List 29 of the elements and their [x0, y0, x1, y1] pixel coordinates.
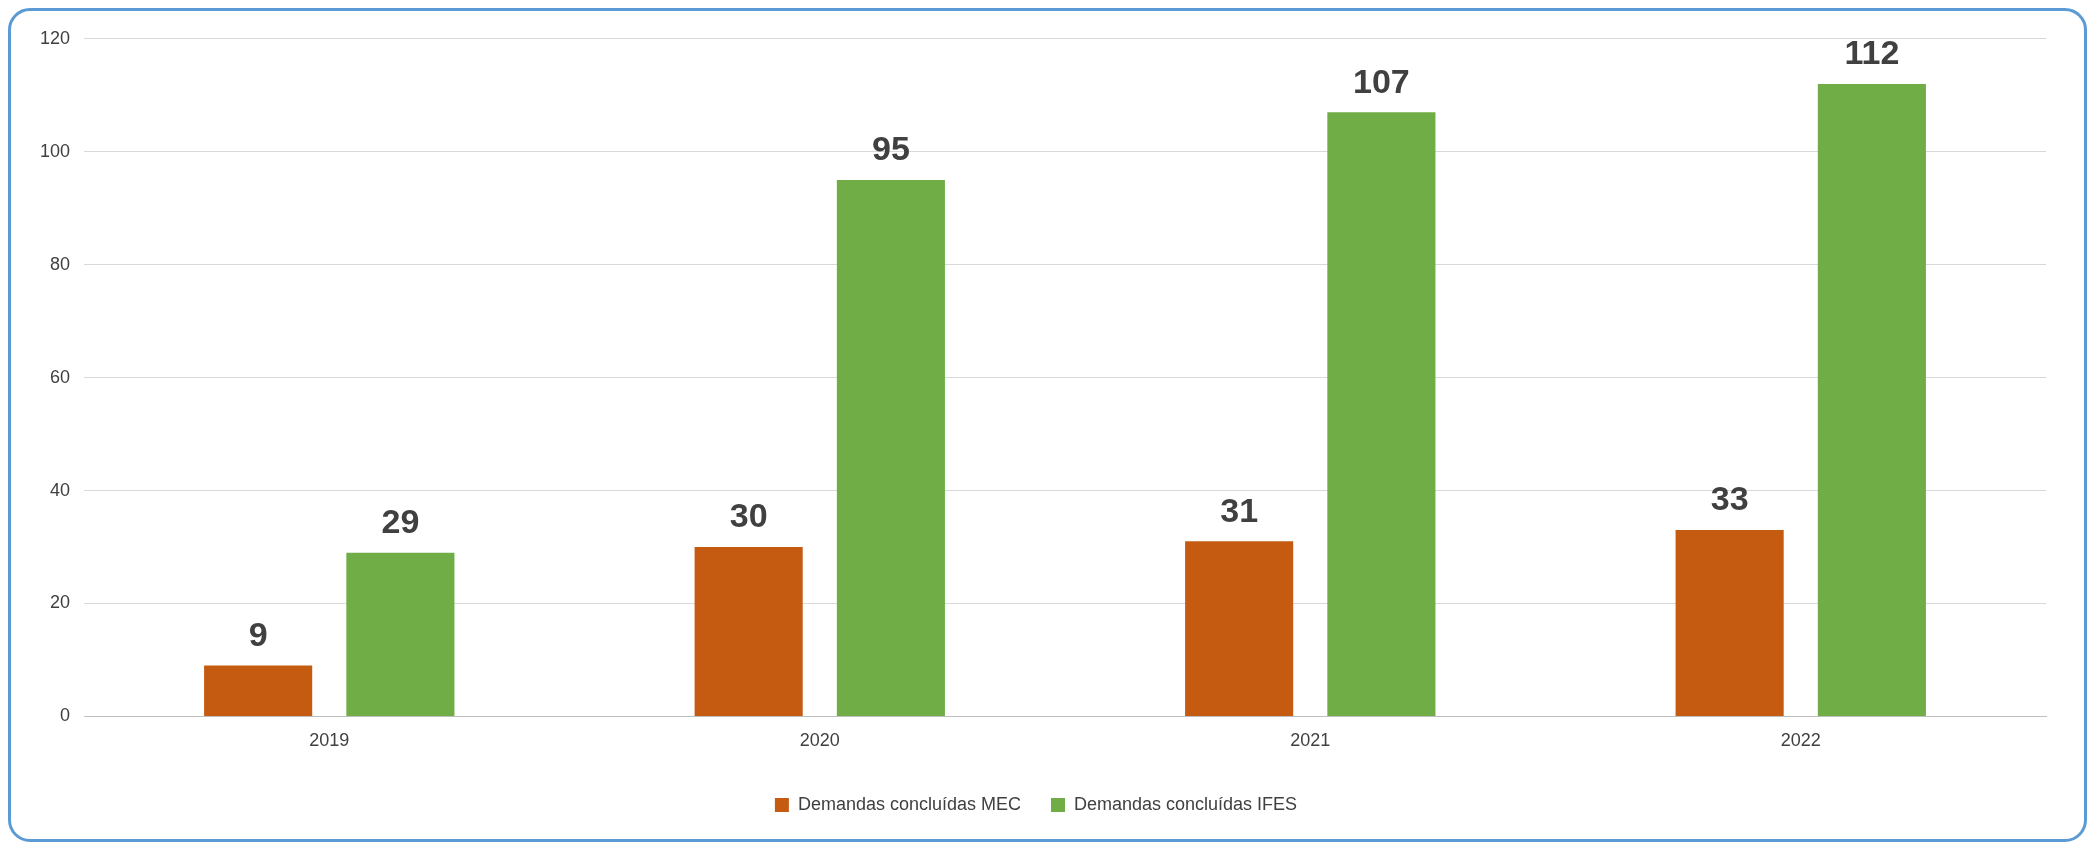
bar	[204, 665, 313, 716]
bar	[1185, 541, 1294, 716]
data-label: 33	[1710, 479, 1749, 518]
y-tick-label: 100	[39, 140, 71, 161]
data-label: 107	[1353, 61, 1410, 100]
y-tick-label: 60	[50, 366, 71, 387]
data-label: 95	[871, 129, 910, 168]
bar	[1327, 112, 1436, 716]
data-label: 112	[1844, 33, 1900, 72]
x-tick-label: 2019	[309, 730, 350, 751]
y-tick-label: 120	[39, 27, 71, 48]
y-tick-label: 40	[50, 479, 71, 500]
x-tick-label: 2022	[1780, 730, 1821, 751]
bar	[694, 547, 803, 716]
data-label: 31	[1220, 490, 1259, 529]
bar	[836, 179, 945, 716]
bar	[1675, 530, 1784, 716]
data-label: 29	[381, 502, 420, 541]
bar	[1817, 83, 1926, 716]
bar	[346, 552, 455, 716]
y-tick-label: 0	[60, 705, 71, 726]
x-tick-label: 2021	[1290, 730, 1331, 751]
y-tick-label: 80	[50, 253, 71, 274]
x-tick-label: 2020	[799, 730, 840, 751]
legend-label: Demandas concluídas MEC	[797, 793, 1021, 814]
legend-label: Demandas concluídas IFES	[1074, 793, 1298, 814]
data-label: 30	[729, 496, 768, 535]
y-tick-label: 20	[50, 592, 71, 613]
data-label: 9	[248, 614, 268, 653]
